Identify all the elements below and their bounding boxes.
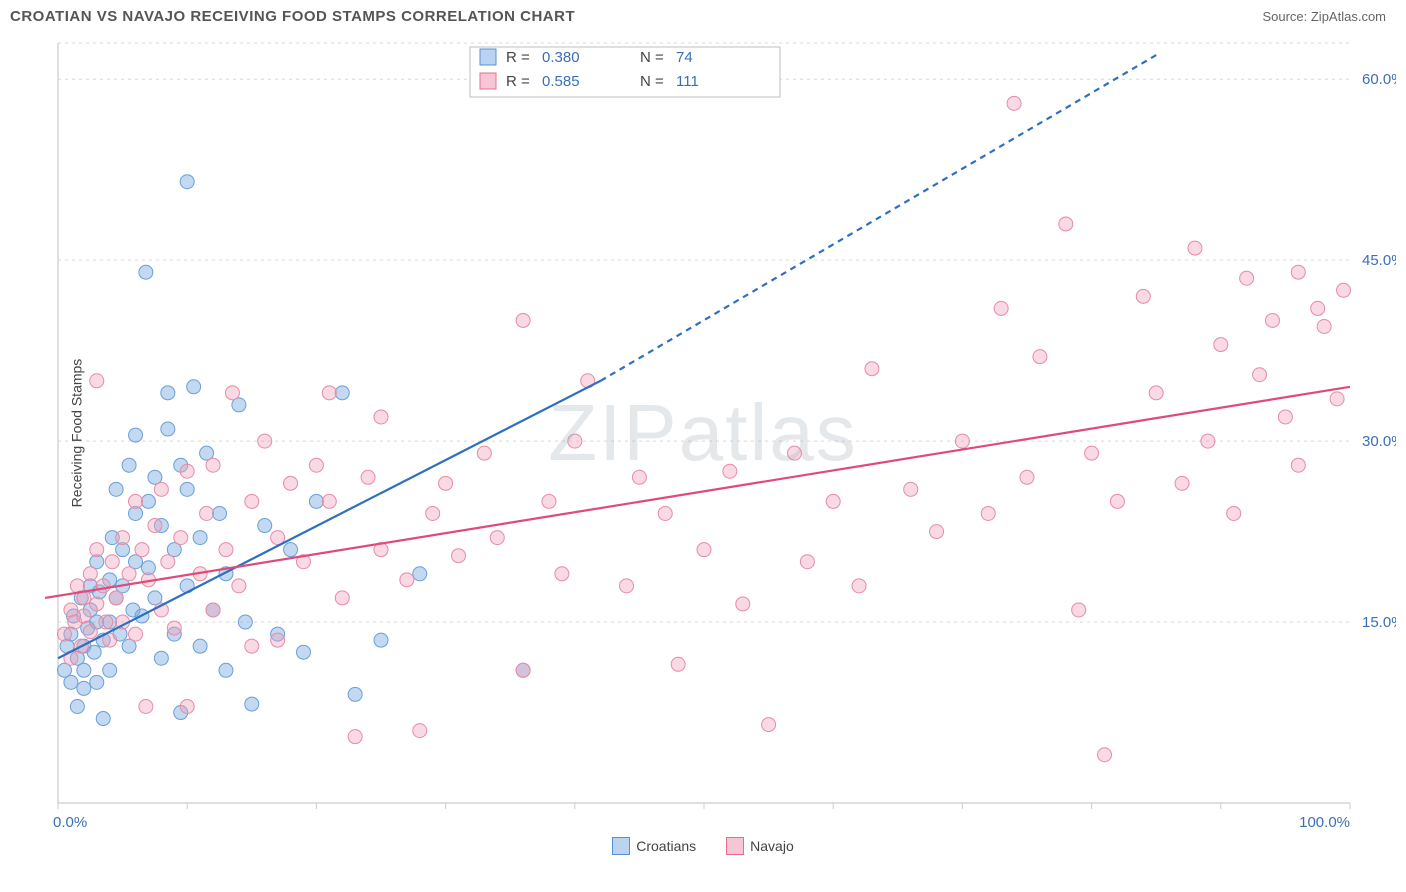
svg-text:111: 111 [676,73,699,90]
svg-text:30.0%: 30.0% [1362,433,1396,450]
legend-swatch-icon [612,837,630,855]
legend-item-croatians: Croatians [612,837,696,855]
legend-item-navajo: Navajo [726,837,794,855]
svg-text:100.0%: 100.0% [1299,814,1350,831]
legend-swatch-icon [726,837,744,855]
svg-text:60.0%: 60.0% [1362,71,1396,88]
svg-text:0.585: 0.585 [542,73,580,90]
chart-title: CROATIAN VS NAVAJO RECEIVING FOOD STAMPS… [10,8,575,25]
legend-label: Croatians [636,838,696,854]
y-axis-label: Receiving Food Stamps [68,359,84,508]
svg-text:0.380: 0.380 [542,49,580,66]
svg-text:R =: R = [506,73,530,90]
svg-text:R =: R = [506,49,530,66]
svg-text:N =: N = [640,73,664,90]
svg-text:N =: N = [640,49,664,66]
bottom-legend: Croatians Navajo [0,837,1406,855]
svg-text:74: 74 [676,49,693,66]
scatter-chart: 15.0% 30.0% 45.0% 60.0% 0.0% 100.0% R = 0.380 N … [10,33,1396,833]
svg-text:0.0%: 0.0% [53,814,87,831]
legend-label: Navajo [750,838,794,854]
chart-container: Receiving Food Stamps 15.0% 30.0% 45.0% 60.… [10,33,1396,833]
svg-text:45.0%: 45.0% [1362,252,1396,269]
source-label: Source: ZipAtlas.com [1262,9,1386,24]
svg-text:15.0%: 15.0% [1362,614,1396,631]
